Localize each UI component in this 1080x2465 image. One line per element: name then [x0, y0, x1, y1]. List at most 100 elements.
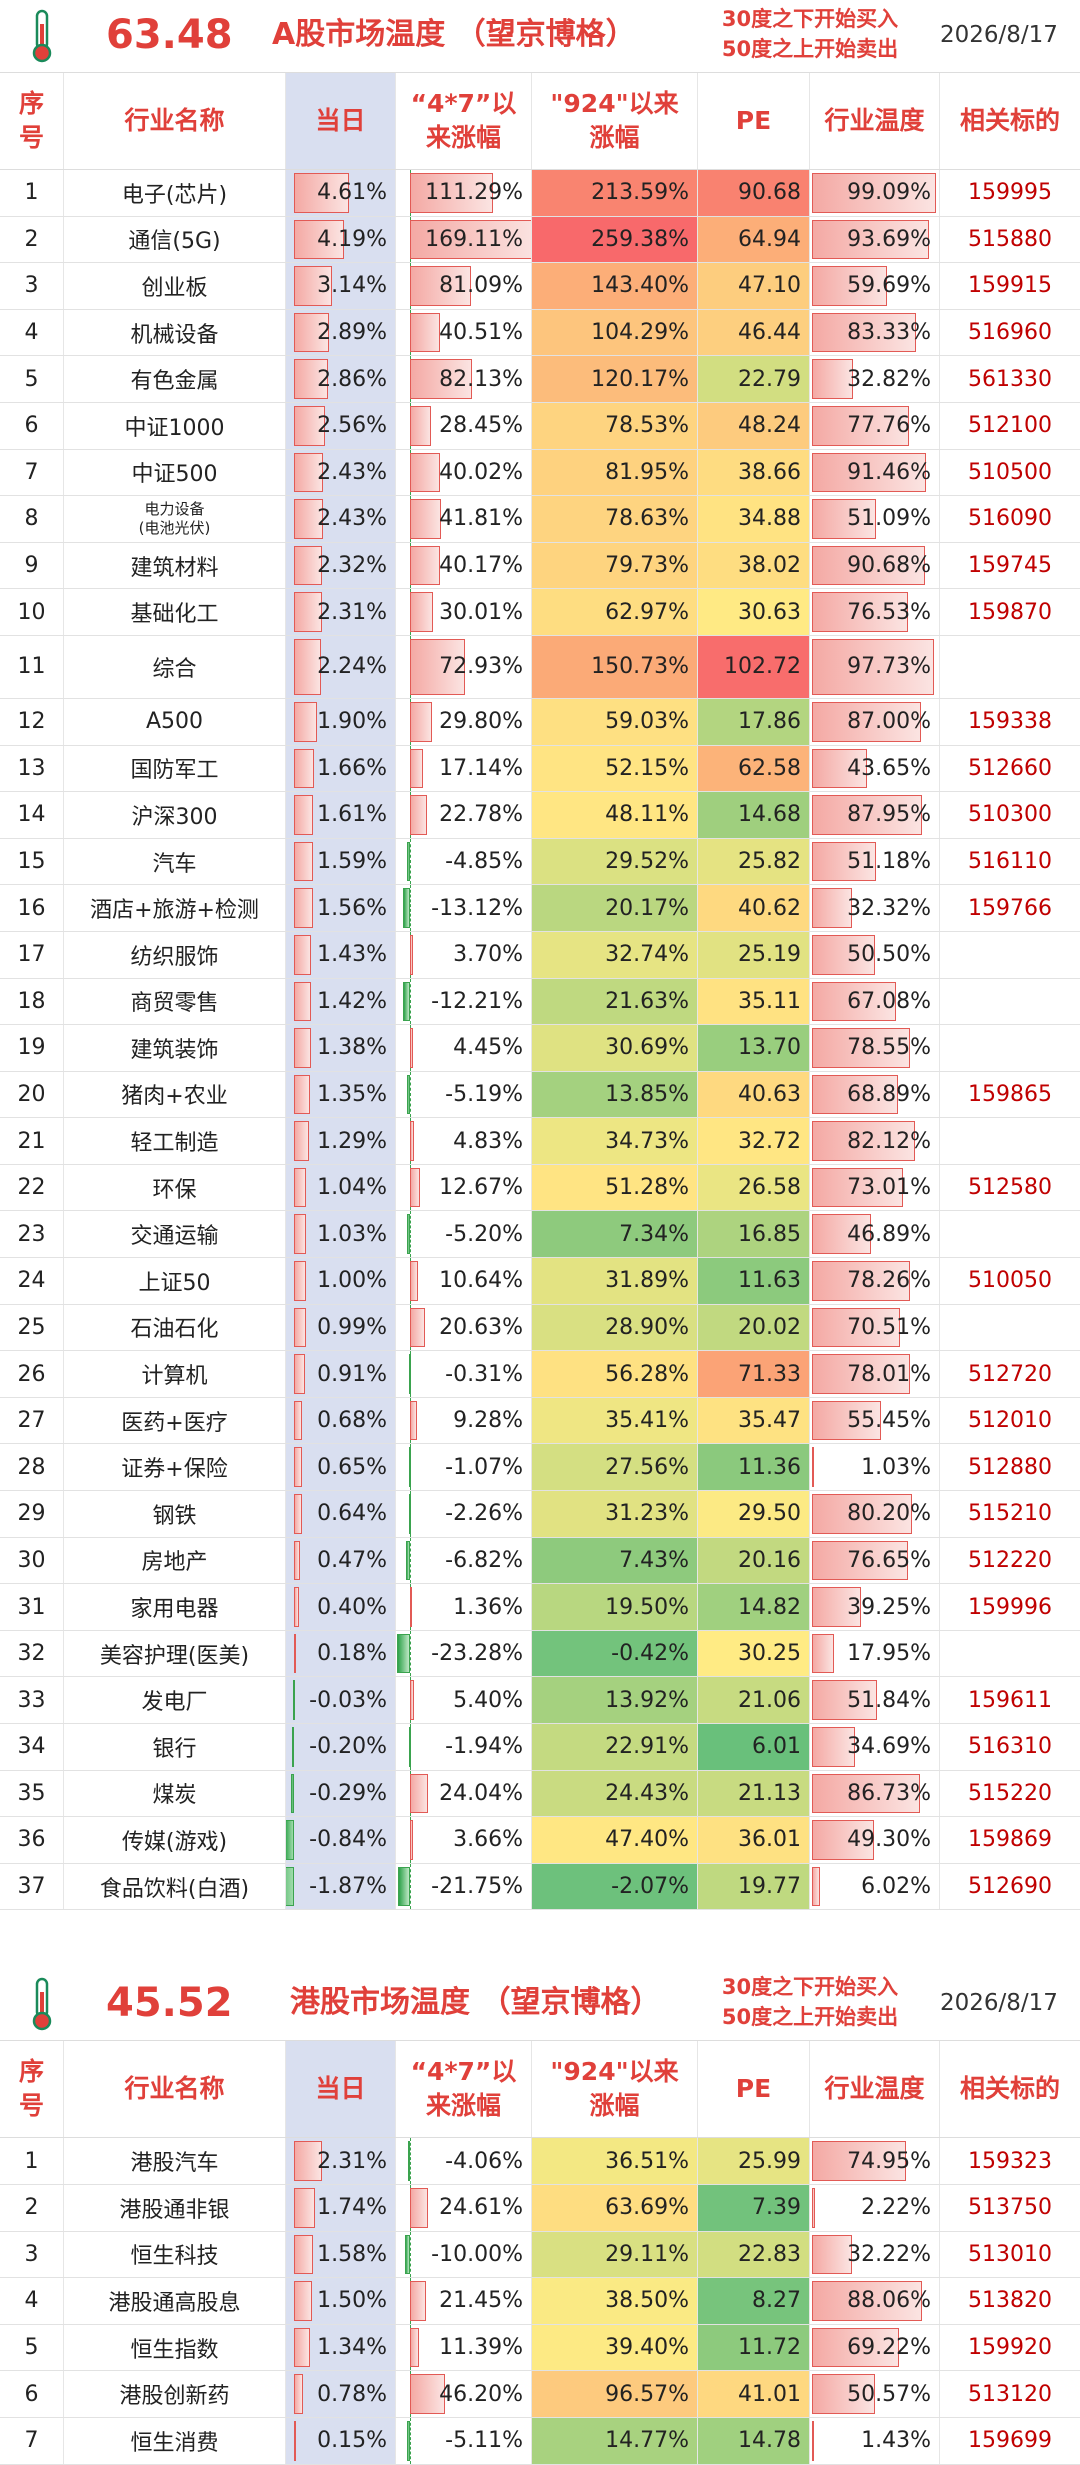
since47-axis: [410, 1630, 411, 1677]
table-row: 7 恒生消费 0.15% -5.11% 14.77% 14.78 1.43% 1…: [0, 2417, 1080, 2465]
since47-bar: [410, 1587, 412, 1627]
col-code: 相关标的: [959, 106, 1060, 135]
pe-cell: 30.63: [698, 589, 810, 635]
ticker-cell: 159865: [968, 1081, 1052, 1107]
industry-name: 钢铁: [64, 1491, 286, 1537]
temp-bar: [812, 266, 887, 306]
since47-bar: [410, 173, 494, 213]
industry-name: 综合: [64, 635, 286, 698]
table-row: 34 银行 -0.20% -1.94% 22.91% 6.01 34.69% 5…: [0, 1724, 1080, 1771]
temp-bar: [812, 1540, 908, 1581]
temp-bar: [812, 795, 922, 835]
ticker-cell: 159920: [968, 2335, 1052, 2361]
seq-cell: 4: [0, 309, 64, 356]
col-name: 行业名称: [64, 73, 286, 169]
since924-cell: 13.85%: [532, 1071, 698, 1118]
today-bar: [294, 1167, 307, 1208]
industry-name: 发电厂: [64, 1677, 286, 1723]
since47-cell: -4.85%: [396, 838, 532, 885]
today-bar: [294, 1354, 305, 1394]
since924-cell: 29.11%: [532, 2231, 698, 2278]
since924-cell: 28.90%: [532, 1304, 698, 1351]
since47-bar: [410, 312, 441, 353]
today-cell: 1.42%: [286, 978, 396, 1025]
temp-cell: 74.95%: [810, 2138, 940, 2184]
temp-cell: 59.69%: [810, 263, 940, 309]
since47-bar: [410, 795, 428, 835]
since924-cell: 19.50%: [532, 1584, 698, 1630]
since924-cell: 21.63%: [532, 978, 698, 1025]
section-header: 63.48 A股市场温度 （望京博格） 30度之下开始买入 50度之上开始卖出 …: [0, 0, 1080, 73]
ticker-cell: 512880: [968, 1454, 1052, 1480]
seq-cell: 6: [0, 2371, 64, 2417]
since47-bar: [409, 1447, 411, 1488]
today-bar: [294, 1261, 306, 1301]
industry-name: 银行: [64, 1724, 286, 1770]
pe-cell: 11.36: [698, 1444, 810, 1491]
since47-axis: [410, 885, 411, 931]
today-cell: 1.56%: [286, 885, 396, 931]
today-bar: [294, 405, 325, 446]
since924-cell: 14.77%: [532, 2417, 698, 2464]
seq-cell: 14: [0, 792, 64, 838]
since924-cell: 39.40%: [532, 2324, 698, 2371]
since47-bar: [410, 1167, 420, 1208]
ticker-cell: [940, 1118, 1080, 1164]
seq-cell: 36: [0, 1817, 64, 1863]
today-cell: 1.61%: [286, 792, 396, 838]
industry-name: 石油石化: [64, 1304, 286, 1351]
temp-bar: [812, 934, 876, 975]
since47-cell: 12.67%: [396, 1164, 532, 1211]
today-bar: [294, 2234, 313, 2275]
pe-cell: 47.10: [698, 263, 810, 309]
ticker-cell: 159699: [968, 2428, 1052, 2454]
since47-bar: [410, 452, 440, 493]
since924-cell: 79.73%: [532, 542, 698, 589]
sell-rule: 50度之上开始卖出: [721, 37, 899, 61]
today-bar: [294, 545, 322, 586]
table-row: 11 综合 2.24% 72.93% 150.73% 102.72 97.73%: [0, 635, 1080, 699]
table-row: 3 创业板 3.14% 81.09% 143.40% 47.10 59.69% …: [0, 263, 1080, 310]
since924-cell: 24.43%: [532, 1770, 698, 1817]
industry-name: 煤炭: [64, 1770, 286, 1817]
temp-bar: [812, 1494, 913, 1534]
temp-bar: [812, 1633, 835, 1674]
since924-cell: 62.97%: [532, 589, 698, 635]
industry-name: 交通运输: [64, 1211, 286, 1258]
temp-bar: [812, 701, 921, 742]
ticker-cell: 159745: [968, 553, 1052, 579]
today-cell: 1.43%: [286, 931, 396, 978]
ticker-cell: 512720: [968, 1361, 1052, 1387]
seq-cell: 7: [0, 2417, 64, 2464]
ticker-cell: 515220: [968, 1780, 1052, 1806]
buy-rule: 30度之下开始买入: [721, 1975, 899, 2000]
since924-cell: 47.40%: [532, 1817, 698, 1863]
ticker-cell: 159766: [968, 895, 1052, 921]
industry-name: 国防军工: [64, 745, 286, 792]
today-bar: [294, 841, 314, 882]
pe-cell: 32.72: [698, 1118, 810, 1164]
since924-cell: 13.92%: [532, 1677, 698, 1723]
pe-cell: 64.94: [698, 216, 810, 263]
since47-bar: [410, 638, 465, 695]
temp-cell: 49.30%: [810, 1817, 940, 1863]
since47-bar: [410, 2327, 419, 2368]
since47-bar: [410, 219, 531, 260]
table-row: 8 电力设备 (电池光伏) 2.43% 41.81% 78.63% 34.88 …: [0, 496, 1080, 543]
since47-bar: [407, 1074, 410, 1115]
pe-cell: 25.99: [698, 2138, 810, 2184]
since47-cell: -4.06%: [396, 2138, 532, 2184]
industry-name: 中证1000: [64, 402, 286, 449]
since47-cell: 10.64%: [396, 1258, 532, 1304]
table-row: 21 轻工制造 1.29% 4.83% 34.73% 32.72 82.12%: [0, 1118, 1080, 1165]
today-bar: [294, 701, 317, 742]
today-cell: 0.40%: [286, 1584, 396, 1630]
temp-bar: [812, 1074, 899, 1115]
since47-cell: 11.39%: [396, 2324, 532, 2371]
temp-cell: 99.09%: [810, 170, 940, 216]
table-row: 4 机械设备 2.89% 40.51% 104.29% 46.44 83.33%…: [0, 309, 1080, 357]
seq-cell: 37: [0, 1863, 64, 1910]
pe-cell: 35.11: [698, 978, 810, 1025]
pe-cell: 102.72: [698, 635, 810, 698]
